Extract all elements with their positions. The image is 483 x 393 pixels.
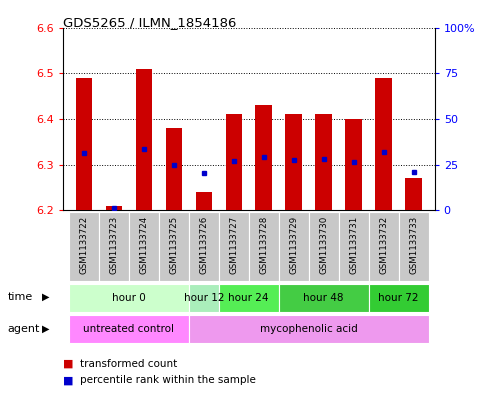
- Bar: [75, 78, 92, 210]
- Text: untreated control: untreated control: [83, 324, 174, 334]
- Text: hour 72: hour 72: [379, 293, 419, 303]
- Bar: [69, 284, 189, 312]
- Text: hour 0: hour 0: [112, 293, 146, 303]
- Text: ■: ■: [63, 358, 73, 369]
- Bar: [69, 315, 189, 343]
- Text: mycophenolic acid: mycophenolic acid: [260, 324, 357, 334]
- Text: GDS5265 / ILMN_1854186: GDS5265 / ILMN_1854186: [63, 16, 236, 29]
- Bar: [219, 212, 249, 281]
- Text: GSM1133732: GSM1133732: [379, 216, 388, 274]
- Text: GSM1133729: GSM1133729: [289, 216, 298, 274]
- Bar: [315, 114, 332, 210]
- Bar: [375, 78, 392, 210]
- Bar: [256, 105, 272, 210]
- Bar: [226, 114, 242, 210]
- Text: percentile rank within the sample: percentile rank within the sample: [80, 375, 256, 386]
- Text: GSM1133726: GSM1133726: [199, 216, 208, 274]
- Text: agent: agent: [7, 324, 40, 334]
- Text: hour 12: hour 12: [184, 293, 224, 303]
- Bar: [369, 284, 429, 312]
- Bar: [285, 114, 302, 210]
- Bar: [189, 315, 429, 343]
- Text: GSM1133723: GSM1133723: [109, 216, 118, 274]
- Bar: [249, 212, 279, 281]
- Bar: [105, 206, 122, 210]
- Bar: [339, 212, 369, 281]
- Bar: [345, 119, 362, 210]
- Text: GSM1133722: GSM1133722: [79, 216, 88, 274]
- Text: transformed count: transformed count: [80, 358, 177, 369]
- Text: GSM1133728: GSM1133728: [259, 216, 268, 274]
- Bar: [219, 284, 279, 312]
- Text: hour 48: hour 48: [303, 293, 344, 303]
- Bar: [196, 192, 212, 210]
- Bar: [136, 69, 152, 210]
- Bar: [129, 212, 159, 281]
- Text: GSM1133727: GSM1133727: [229, 216, 238, 274]
- Bar: [189, 212, 219, 281]
- Bar: [279, 284, 369, 312]
- Bar: [159, 212, 189, 281]
- Text: ▶: ▶: [42, 292, 50, 302]
- Bar: [69, 212, 99, 281]
- Bar: [309, 212, 339, 281]
- Text: GSM1133724: GSM1133724: [139, 216, 148, 274]
- Bar: [189, 284, 219, 312]
- Bar: [405, 178, 422, 210]
- Bar: [369, 212, 398, 281]
- Text: ▶: ▶: [42, 324, 50, 334]
- Text: time: time: [7, 292, 32, 302]
- Bar: [166, 128, 182, 210]
- Text: GSM1133730: GSM1133730: [319, 216, 328, 274]
- Bar: [398, 212, 429, 281]
- Bar: [99, 212, 129, 281]
- Text: hour 24: hour 24: [228, 293, 269, 303]
- Text: ■: ■: [63, 375, 73, 386]
- Text: GSM1133725: GSM1133725: [169, 216, 178, 274]
- Text: GSM1133731: GSM1133731: [349, 216, 358, 274]
- Text: GSM1133733: GSM1133733: [409, 216, 418, 274]
- Bar: [279, 212, 309, 281]
